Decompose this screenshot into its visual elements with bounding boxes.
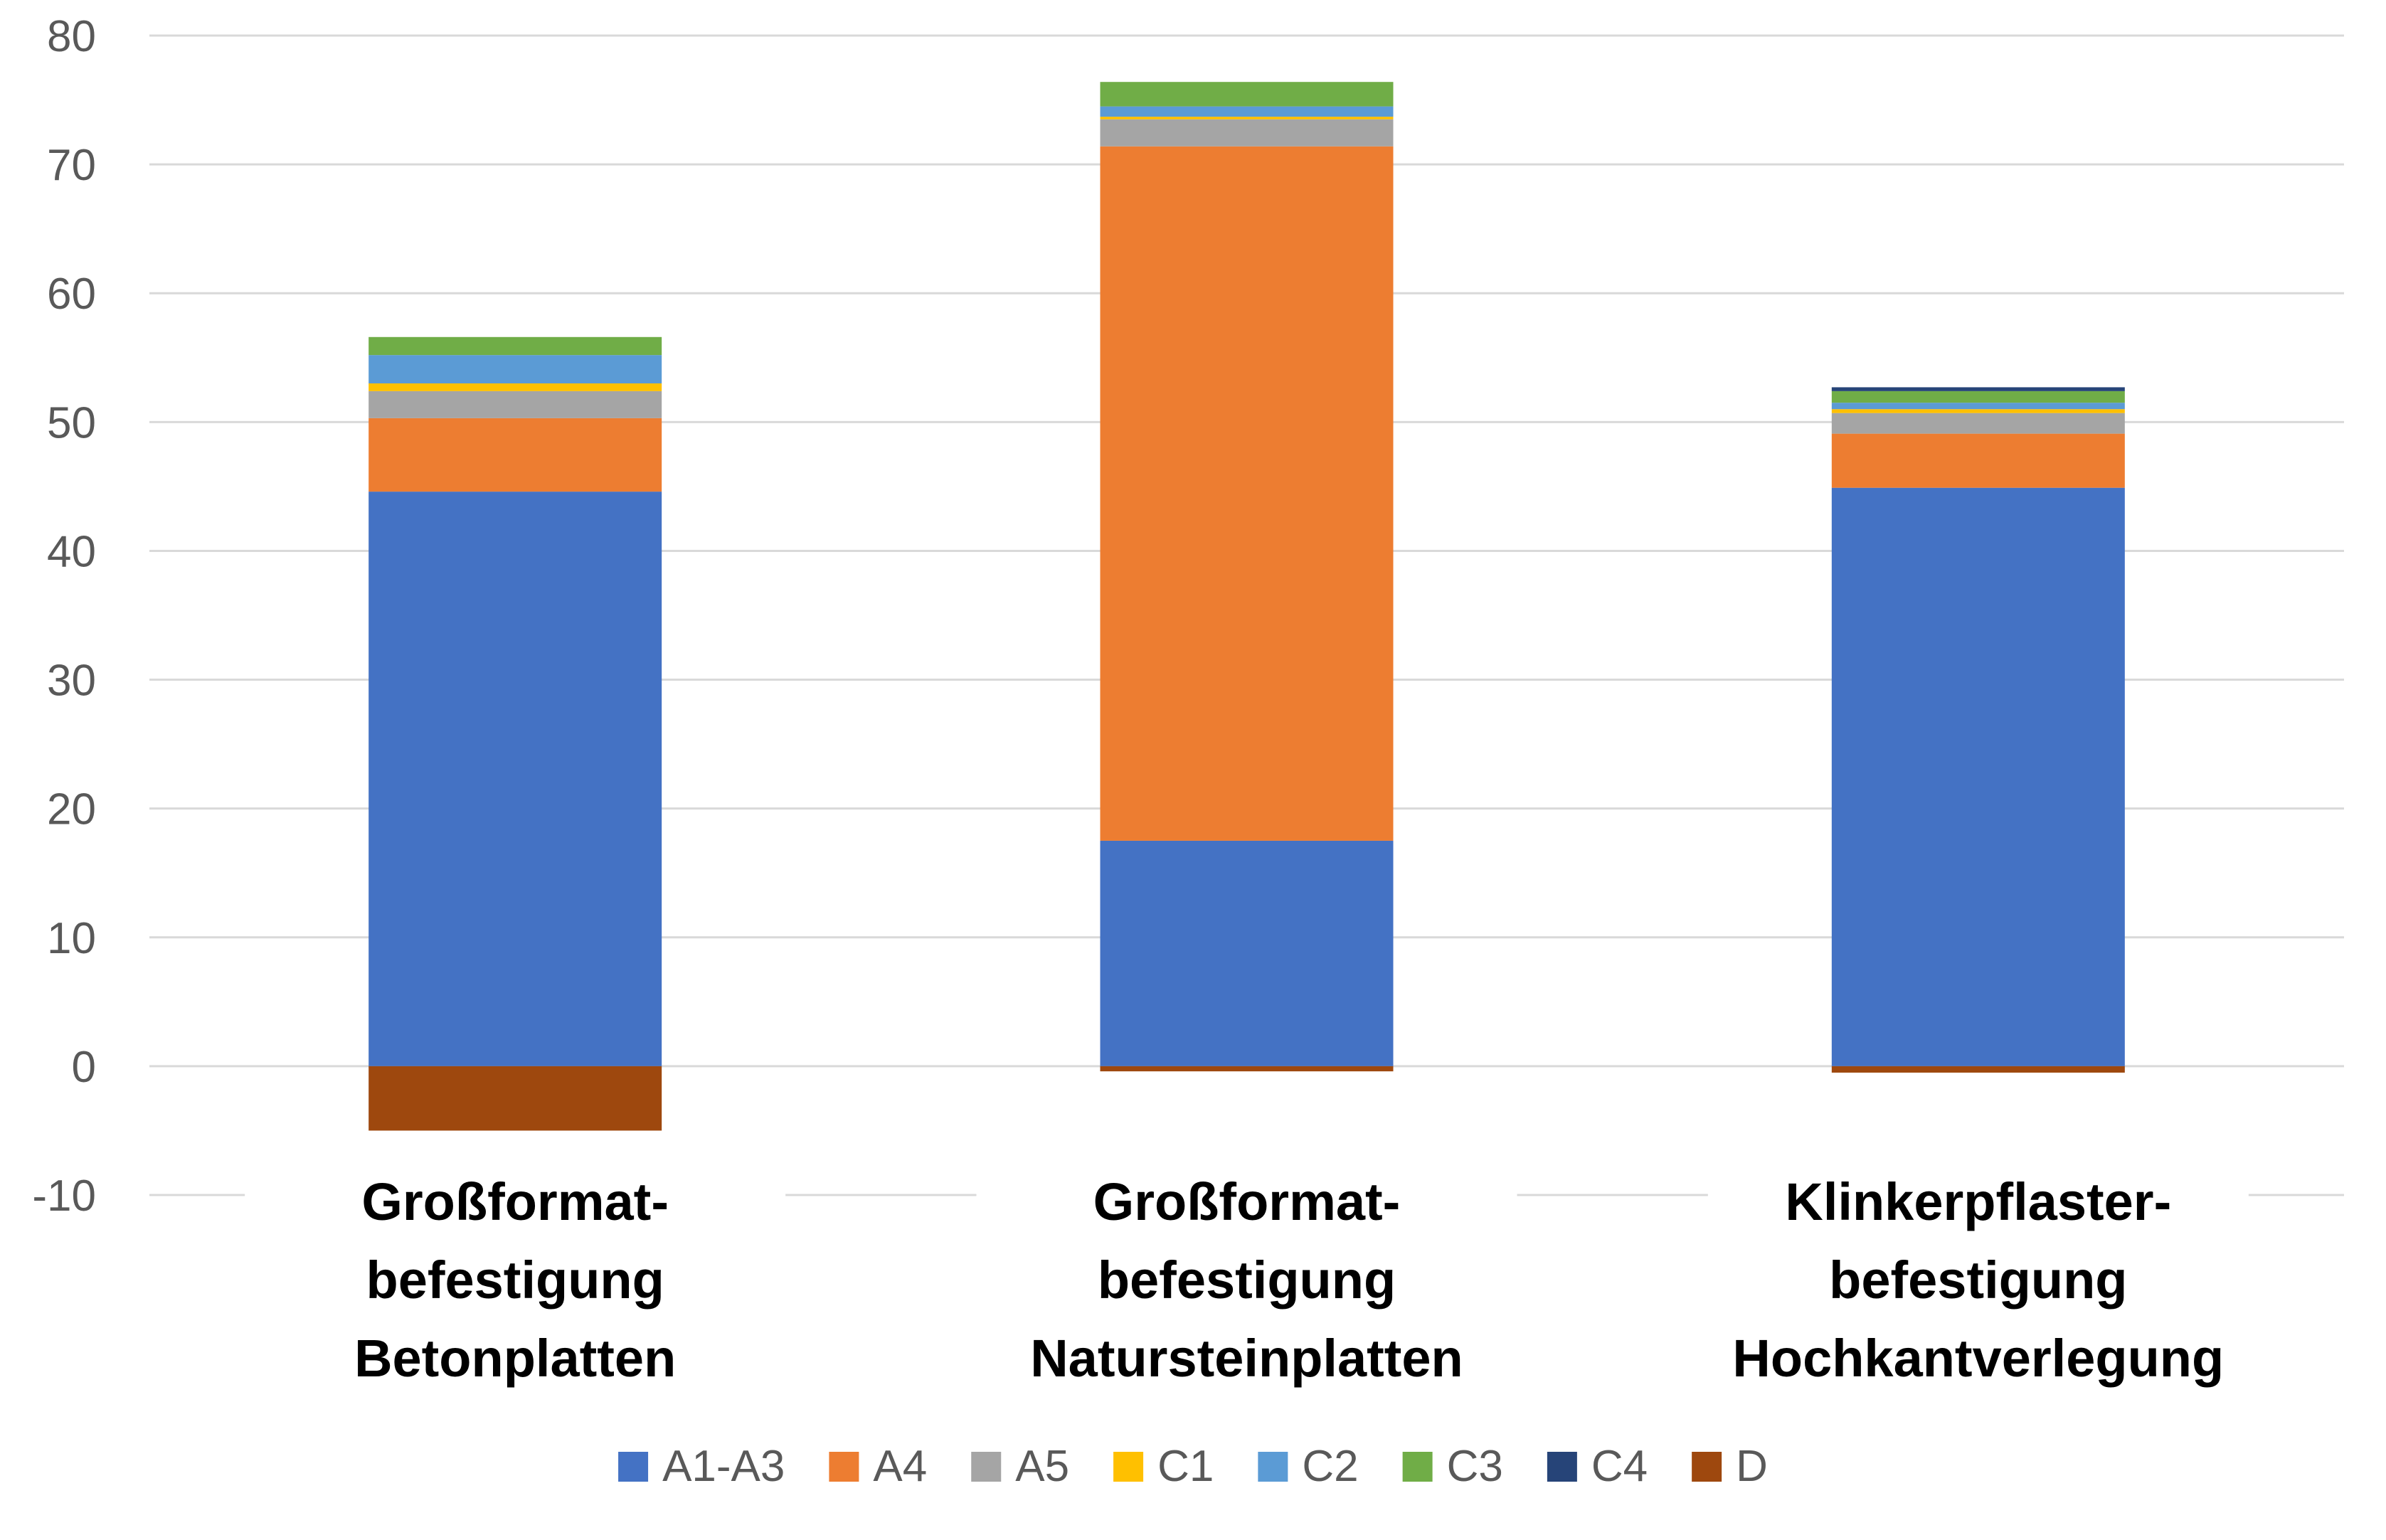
bar-segment-c3: [1100, 82, 1394, 107]
bar-segment-c1: [1831, 409, 2125, 413]
bar-segment-a1-a3: [1831, 487, 2125, 1066]
legend-label: C4: [1591, 1442, 1648, 1491]
category-label-background: [245, 1184, 786, 1213]
legend-label: C3: [1447, 1442, 1503, 1491]
legend-swatch-a1-a3: [618, 1452, 649, 1482]
category-label: befestigung: [366, 1250, 664, 1310]
y-tick-label: 30: [47, 657, 96, 706]
category-label: befestigung: [1829, 1250, 2127, 1310]
bar-segment-a5: [368, 391, 662, 418]
legend-swatch-a4: [829, 1452, 859, 1482]
legend-label: A1-A3: [662, 1442, 785, 1491]
bar-segment-c1: [1100, 117, 1394, 120]
category-label: Hochkantverlegung: [1732, 1329, 2224, 1388]
y-tick-label: 40: [47, 527, 96, 576]
bar-segment-c2: [368, 355, 662, 383]
legend-label: C2: [1302, 1442, 1358, 1491]
category-label: Großformat-: [361, 1172, 669, 1231]
y-tick-label: -10: [32, 1172, 96, 1221]
y-tick-label: 70: [47, 141, 96, 190]
bar-segment-c2: [1831, 403, 2125, 410]
bar-segment-a4: [368, 418, 662, 492]
bar-segment-a5: [1100, 119, 1394, 147]
legend: A1-A3 A4 A5 C1 C2 C3 C4 D: [618, 1442, 1768, 1491]
bar-segment-d: [1100, 1066, 1394, 1072]
bar-segment-c3: [368, 336, 662, 356]
bar-segment-c4: [1831, 387, 2125, 391]
bar-segment-a4: [1100, 146, 1394, 841]
bar-segment-c3: [1831, 391, 2125, 403]
category-labels: Großformat-befestigung Betonplatten Großfo…: [245, 1172, 2249, 1388]
legend-label: A4: [873, 1442, 927, 1491]
y-axis-tick-labels: -10 0 10 20 30 40 50 60 70 80: [32, 12, 96, 1221]
y-tick-label: 50: [47, 398, 96, 447]
category-label: befestigung: [1098, 1250, 1396, 1310]
bar-segment-d: [368, 1066, 662, 1131]
category-label-background: [976, 1184, 1517, 1213]
category-label: Betonplatten: [354, 1329, 676, 1388]
category-label: Klinkerpflaster-: [1785, 1172, 2171, 1231]
legend-swatch-c2: [1258, 1452, 1288, 1482]
y-tick-label: 20: [47, 785, 96, 834]
y-tick-label: 0: [72, 1043, 96, 1092]
legend-label: D: [1736, 1442, 1768, 1491]
bar-segment-a1-a3: [368, 492, 662, 1066]
bar-segment-c2: [1100, 106, 1394, 117]
bar-segment-a5: [1831, 413, 2125, 434]
bars: [368, 82, 2125, 1131]
legend-swatch-c3: [1402, 1452, 1433, 1482]
y-tick-label: 10: [47, 914, 96, 963]
bar-segment-c1: [368, 383, 662, 391]
y-tick-label: 80: [47, 12, 96, 61]
legend-swatch-c4: [1547, 1452, 1577, 1482]
legend-swatch-a5: [971, 1452, 1002, 1482]
legend-swatch-d: [1692, 1452, 1722, 1482]
category-label: Natursteinplatten: [1030, 1329, 1463, 1388]
legend-label: C1: [1157, 1442, 1214, 1491]
legend-label: A5: [1015, 1442, 1069, 1491]
legend-swatch-c1: [1113, 1452, 1144, 1482]
category-label: Großformat-: [1093, 1172, 1401, 1231]
y-tick-label: 60: [47, 270, 96, 319]
bar-segment-d: [1831, 1066, 2125, 1073]
bar-segment-a4: [1831, 433, 2125, 488]
category-label-background: [1707, 1184, 2249, 1213]
bar-segment-a1-a3: [1100, 840, 1394, 1066]
